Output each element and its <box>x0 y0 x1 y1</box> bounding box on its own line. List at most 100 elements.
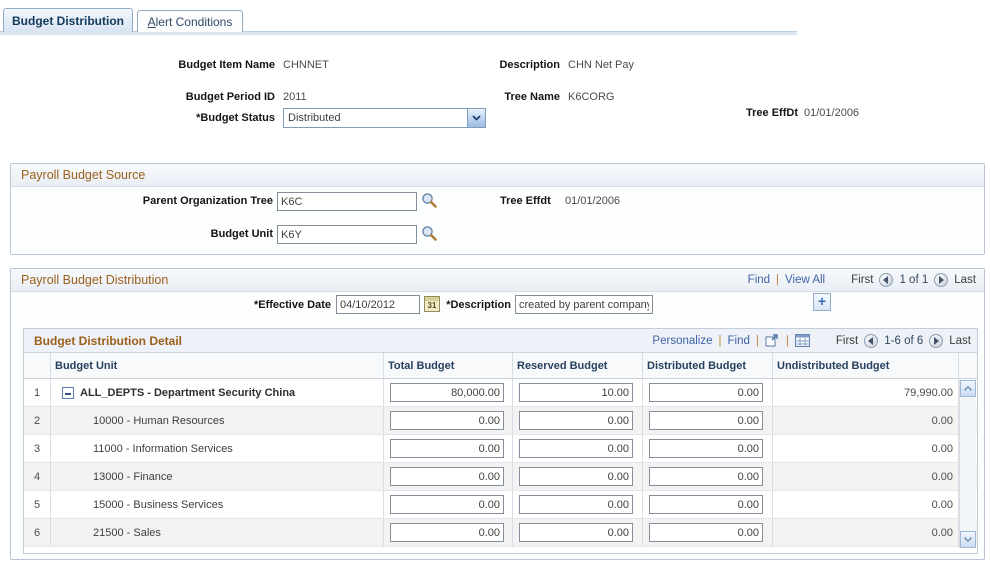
grid-scrollbar[interactable] <box>959 380 976 548</box>
undistributed-budget-value: 0.00 <box>773 491 959 519</box>
table-row: 5 15000 - Business Services 0.00 <box>24 491 977 519</box>
chevron-down-icon[interactable] <box>467 109 485 127</box>
grid-column-headers: Budget Unit Total Budget Reserved Budget… <box>24 353 977 379</box>
separator: | <box>718 334 722 347</box>
effective-date-input[interactable] <box>336 295 420 314</box>
grid-next-page-icon[interactable] <box>929 333 944 348</box>
grid-find-link[interactable]: Find <box>727 334 750 347</box>
total-budget-input[interactable] <box>390 411 504 430</box>
reserved-budget-input[interactable] <box>519 467 633 486</box>
distributed-budget-input[interactable] <box>649 495 763 514</box>
row-number: 1 <box>24 379 51 407</box>
table-row: 4 13000 - Finance 0.00 <box>24 463 977 491</box>
row-number: 2 <box>24 407 51 435</box>
budget-unit-input[interactable] <box>277 225 417 244</box>
column-header-total-budget: Total Budget <box>384 353 513 378</box>
tab-budget-distribution[interactable]: Budget Distribution <box>3 8 133 32</box>
parent-org-tree-input[interactable] <box>277 192 417 211</box>
scroll-up-icon[interactable] <box>960 380 976 397</box>
total-budget-input[interactable] <box>390 523 504 542</box>
grid-page-info: 1-6 of 6 <box>884 334 924 347</box>
grid-title: Budget Distribution Detail <box>34 333 182 348</box>
row-number: 5 <box>24 491 51 519</box>
distributed-budget-input[interactable] <box>649 523 763 542</box>
table-row: 6 21500 - Sales 0.00 <box>24 519 977 547</box>
tab-alert-conditions[interactable]: Alert Conditions <box>137 10 243 32</box>
separator: | <box>785 334 789 347</box>
reserved-budget-input[interactable] <box>519 383 633 402</box>
source-tree-effdt-value: 01/01/2006 <box>565 195 621 207</box>
payroll-budget-distribution-title: Payroll Budget Distribution <box>21 273 169 287</box>
row-number: 4 <box>24 463 51 491</box>
total-budget-input[interactable] <box>390 383 504 402</box>
budget-period-id-value: 2011 <box>283 91 307 103</box>
row-number: 3 <box>24 435 51 463</box>
budget-item-name-label: Budget Item Name <box>178 59 275 71</box>
total-budget-input[interactable] <box>390 467 504 486</box>
undistributed-budget-value: 0.00 <box>773 407 959 435</box>
grid-toolbar: Budget Distribution Detail Personalize |… <box>24 329 977 353</box>
distribution-description-input[interactable] <box>515 295 653 314</box>
row-number: 6 <box>24 519 51 547</box>
distribution-first-label: First <box>851 274 874 286</box>
payroll-budget-distribution-section: Payroll Budget Distribution Find | View … <box>10 268 985 560</box>
distributed-budget-input[interactable] <box>649 411 763 430</box>
table-row: 2 10000 - Human Resources 0.00 <box>24 407 977 435</box>
reserved-budget-input[interactable] <box>519 495 633 514</box>
grid-last-label: Last <box>949 334 971 347</box>
distribution-view-all-link[interactable]: View All <box>785 274 826 286</box>
reserved-budget-input[interactable] <box>519 411 633 430</box>
distributed-budget-input[interactable] <box>649 383 763 402</box>
grid-previous-page-icon[interactable] <box>864 333 879 348</box>
distribution-last-label: Last <box>954 274 976 286</box>
budget-unit-name: 15000 - Business Services <box>93 498 224 511</box>
table-row: 3 11000 - Information Services 0.00 <box>24 435 977 463</box>
payroll-budget-distribution-header: Payroll Budget Distribution Find | View … <box>11 269 984 292</box>
payroll-budget-source-section: Payroll Budget Source <box>10 163 985 255</box>
total-budget-input[interactable] <box>390 439 504 458</box>
distribution-find-link[interactable]: Find <box>747 274 771 286</box>
budget-unit-name: 11000 - Information Services <box>93 442 233 455</box>
distributed-budget-input[interactable] <box>649 467 763 486</box>
column-header-distributed-budget: Distributed Budget <box>643 353 773 378</box>
distribution-description-label: *Description <box>446 299 511 311</box>
next-row-icon[interactable] <box>934 273 949 287</box>
collapse-node-icon[interactable] <box>62 386 74 399</box>
undistributed-budget-value: 0.00 <box>773 463 959 491</box>
budget-unit-label: Budget Unit <box>210 228 273 240</box>
distributed-budget-input[interactable] <box>649 439 763 458</box>
download-to-excel-icon[interactable] <box>794 334 810 347</box>
view-all-popup-icon[interactable] <box>765 334 780 347</box>
tree-effdt-value: 01/01/2006 <box>804 107 860 119</box>
calendar-icon[interactable]: 31 <box>424 296 440 312</box>
tree-name-label: Tree Name <box>504 91 560 103</box>
budget-status-label: *Budget Status <box>196 112 275 124</box>
budget-period-id-label: Budget Period ID <box>185 91 275 103</box>
undistributed-budget-value: 0.00 <box>773 519 959 547</box>
parent-org-tree-label: Parent Organization Tree <box>142 195 273 207</box>
column-header-budget-unit: Budget Unit <box>51 353 384 378</box>
undistributed-budget-value: 0.00 <box>773 435 959 463</box>
budget-unit-name: 21500 - Sales <box>93 526 161 539</box>
total-budget-input[interactable] <box>390 495 504 514</box>
payroll-budget-source-header: Payroll Budget Source <box>11 164 984 187</box>
previous-row-icon[interactable] <box>879 273 894 287</box>
budget-status-selected: Distributed <box>288 112 341 124</box>
tab-budget-distribution-label: Budget Distribution <box>12 13 124 28</box>
tree-effdt-label: Tree EffDt <box>746 107 798 119</box>
personalize-link[interactable]: Personalize <box>652 334 713 347</box>
separator: | <box>755 334 759 347</box>
reserved-budget-input[interactable] <box>519 523 633 542</box>
parent-org-tree-lookup-icon[interactable] <box>421 192 438 209</box>
tab-alert-conditions-label: Alert Conditions <box>147 14 233 29</box>
add-row-button[interactable]: + <box>813 293 831 311</box>
budget-unit-lookup-icon[interactable] <box>421 225 438 242</box>
description-value: CHN Net Pay <box>568 59 635 71</box>
budget-unit-name: 13000 - Finance <box>93 470 173 483</box>
description-label: Description <box>499 59 560 71</box>
budget-status-dropdown[interactable]: Distributed <box>283 108 486 128</box>
effective-date-label: *Effective Date <box>253 299 331 311</box>
reserved-budget-input[interactable] <box>519 439 633 458</box>
scroll-down-icon[interactable] <box>960 531 976 548</box>
tab-underline <box>0 31 797 35</box>
